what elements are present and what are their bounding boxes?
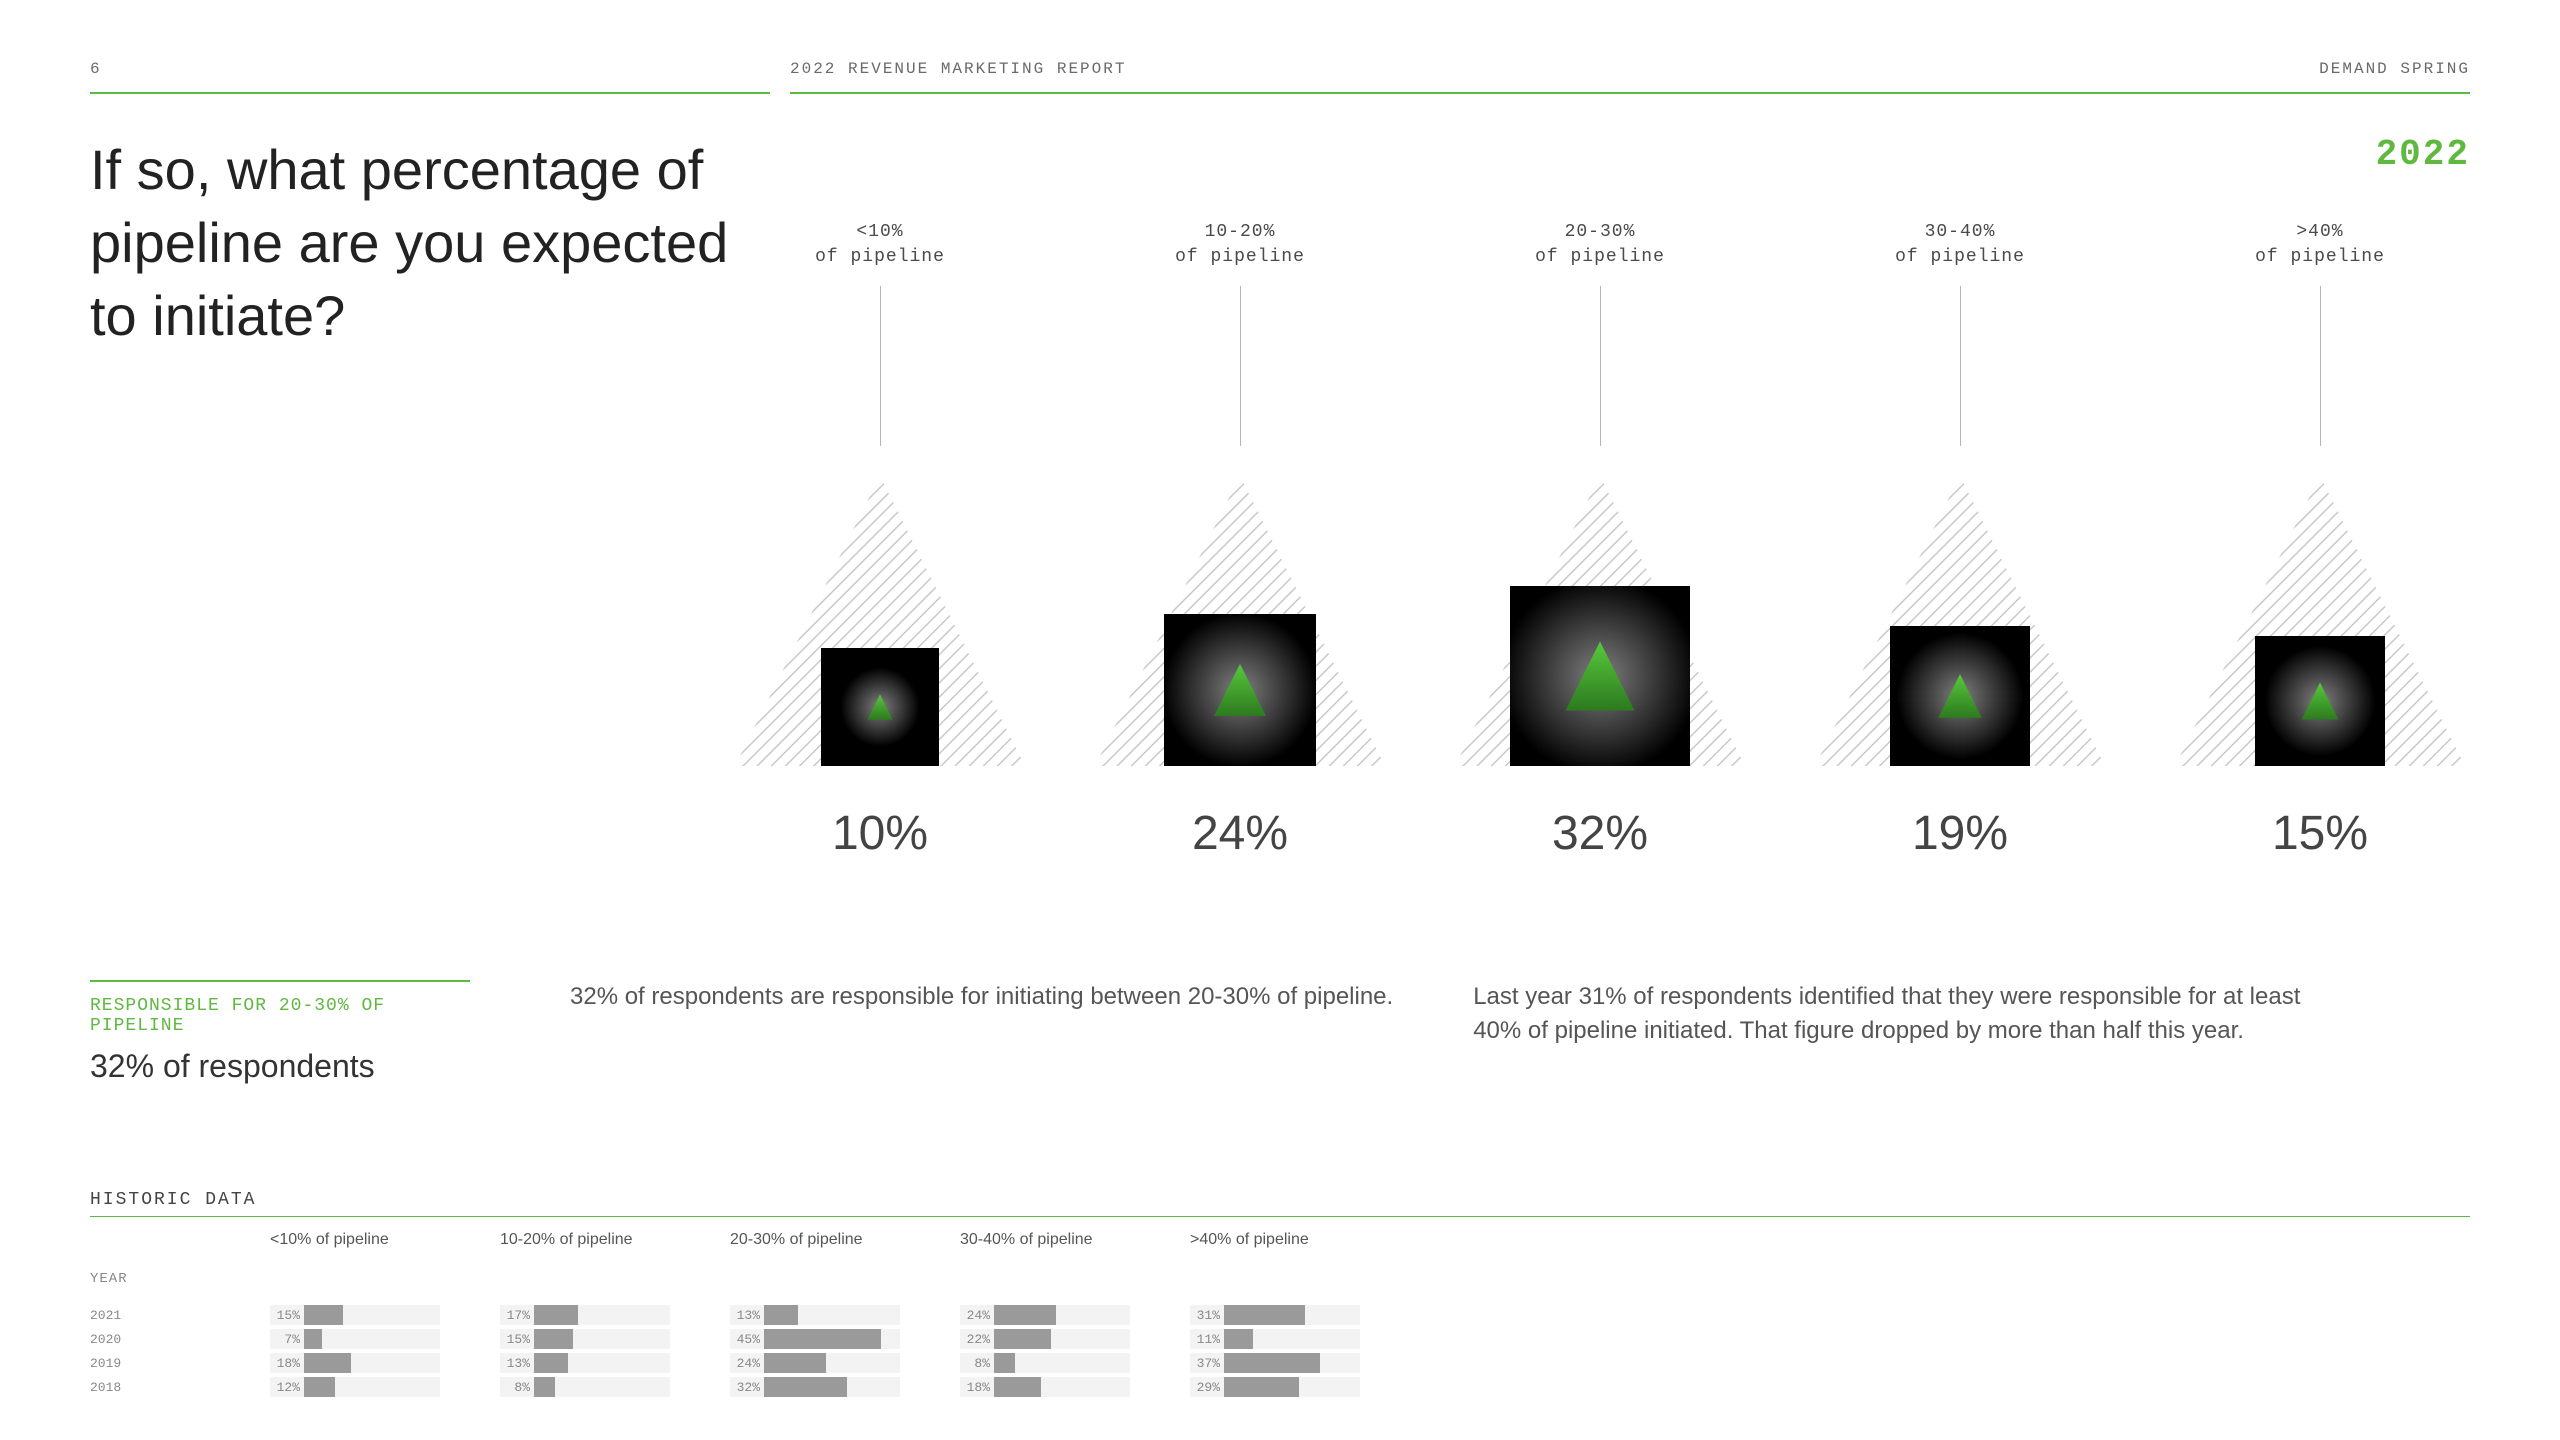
- bucket-label: 30-40% of pipeline: [1895, 220, 2025, 270]
- chart-bucket: >40% of pipeline 15%: [2160, 220, 2480, 861]
- historic-title: HISTORIC DATA: [90, 1190, 2470, 1210]
- historic-col-head: 20-30% of pipeline: [730, 1231, 960, 1251]
- historic-bar-row: 22%: [960, 1329, 1130, 1349]
- bucket-label: <10% of pipeline: [815, 220, 945, 270]
- historic-bar-row: 7%: [270, 1329, 440, 1349]
- bucket-label: 20-30% of pipeline: [1535, 220, 1665, 270]
- historic-bar-row: 24%: [960, 1305, 1130, 1325]
- bucket-value: 19%: [1912, 806, 2008, 861]
- paragraph-2: Last year 31% of respondents identified …: [1473, 980, 2333, 1085]
- bucket-box: [2255, 636, 2385, 766]
- chart-bucket: <10% of pipeline 10%: [720, 220, 1040, 861]
- bucket-leader-line: [1600, 286, 1601, 446]
- historic-bar-row: 29%: [1190, 1377, 1360, 1397]
- chart-bucket: 10-20% of pipeline 24%: [1080, 220, 1400, 861]
- historic-col-head: 10-20% of pipeline: [500, 1231, 730, 1251]
- bucket-leader-line: [1960, 286, 1961, 446]
- chart-bucket: 20-30% of pipeline 32%: [1440, 220, 1760, 861]
- bucket-box: [821, 648, 939, 766]
- historic-bar-row: 11%: [1190, 1329, 1360, 1349]
- bucket-value: 15%: [2272, 806, 2368, 861]
- pipeline-chart: <10% of pipeline 10% 10-20% of pipeline: [720, 220, 2480, 861]
- historic-year-row: 2018: [90, 1377, 260, 1397]
- historic-rule: [90, 1216, 2470, 1217]
- header-rule-right: [790, 92, 2470, 94]
- callout-headline: 32% of respondents: [90, 1048, 490, 1085]
- chart-bucket: 30-40% of pipeline 19%: [1800, 220, 2120, 861]
- bucket-box: [1164, 614, 1316, 766]
- historic-year-row: 2021: [90, 1305, 260, 1325]
- historic-bar-row: 32%: [730, 1377, 900, 1397]
- bucket-leader-line: [2320, 286, 2321, 446]
- historic-bar-row: 31%: [1190, 1305, 1360, 1325]
- historic-year-header: YEAR: [90, 1271, 270, 1287]
- historic-bar-row: 13%: [730, 1305, 900, 1325]
- bucket-label: >40% of pipeline: [2255, 220, 2385, 270]
- historic-col-head: 30-40% of pipeline: [960, 1231, 1190, 1251]
- historic-year-row: 2019: [90, 1353, 260, 1373]
- bucket-leader-line: [1240, 286, 1241, 446]
- historic-bar-row: 15%: [270, 1305, 440, 1325]
- historic-bar-row: 18%: [270, 1353, 440, 1373]
- historic-bar-row: 18%: [960, 1377, 1130, 1397]
- report-title: 2022 REVENUE MARKETING REPORT: [790, 60, 1126, 78]
- year-badge: 2022: [2376, 134, 2470, 175]
- historic-year-row: 2020: [90, 1329, 260, 1349]
- paragraph-1: 32% of respondents are responsible for i…: [570, 980, 1393, 1085]
- question-heading: If so, what percentage of pipeline are y…: [90, 134, 730, 352]
- historic-bar-row: 8%: [500, 1377, 670, 1397]
- brand: DEMAND SPRING: [2319, 60, 2470, 78]
- bucket-value: 10%: [832, 806, 928, 861]
- historic-bar-row: 15%: [500, 1329, 670, 1349]
- header-rule-left: [90, 92, 770, 94]
- bucket-label: 10-20% of pipeline: [1175, 220, 1305, 270]
- historic-bar-row: 45%: [730, 1329, 900, 1349]
- historic-bar-row: 12%: [270, 1377, 440, 1397]
- historic-col-head: <10% of pipeline: [270, 1231, 500, 1251]
- page-number: 6: [90, 60, 102, 78]
- historic-bar-row: 37%: [1190, 1353, 1360, 1373]
- bucket-box: [1890, 626, 2030, 766]
- historic-bar-row: 17%: [500, 1305, 670, 1325]
- historic-col-head: >40% of pipeline: [1190, 1231, 1420, 1251]
- historic-col-head: [90, 1231, 270, 1251]
- callout-tag: RESPONSIBLE FOR 20-30% OF PIPELINE: [90, 996, 490, 1036]
- historic-bar-row: 8%: [960, 1353, 1130, 1373]
- historic-bar-row: 13%: [500, 1353, 670, 1373]
- historic-bar-row: 24%: [730, 1353, 900, 1373]
- callout-rule: [90, 980, 470, 982]
- bucket-value: 32%: [1552, 806, 1648, 861]
- bucket-value: 24%: [1192, 806, 1288, 861]
- bucket-leader-line: [880, 286, 881, 446]
- bucket-box: [1510, 586, 1690, 766]
